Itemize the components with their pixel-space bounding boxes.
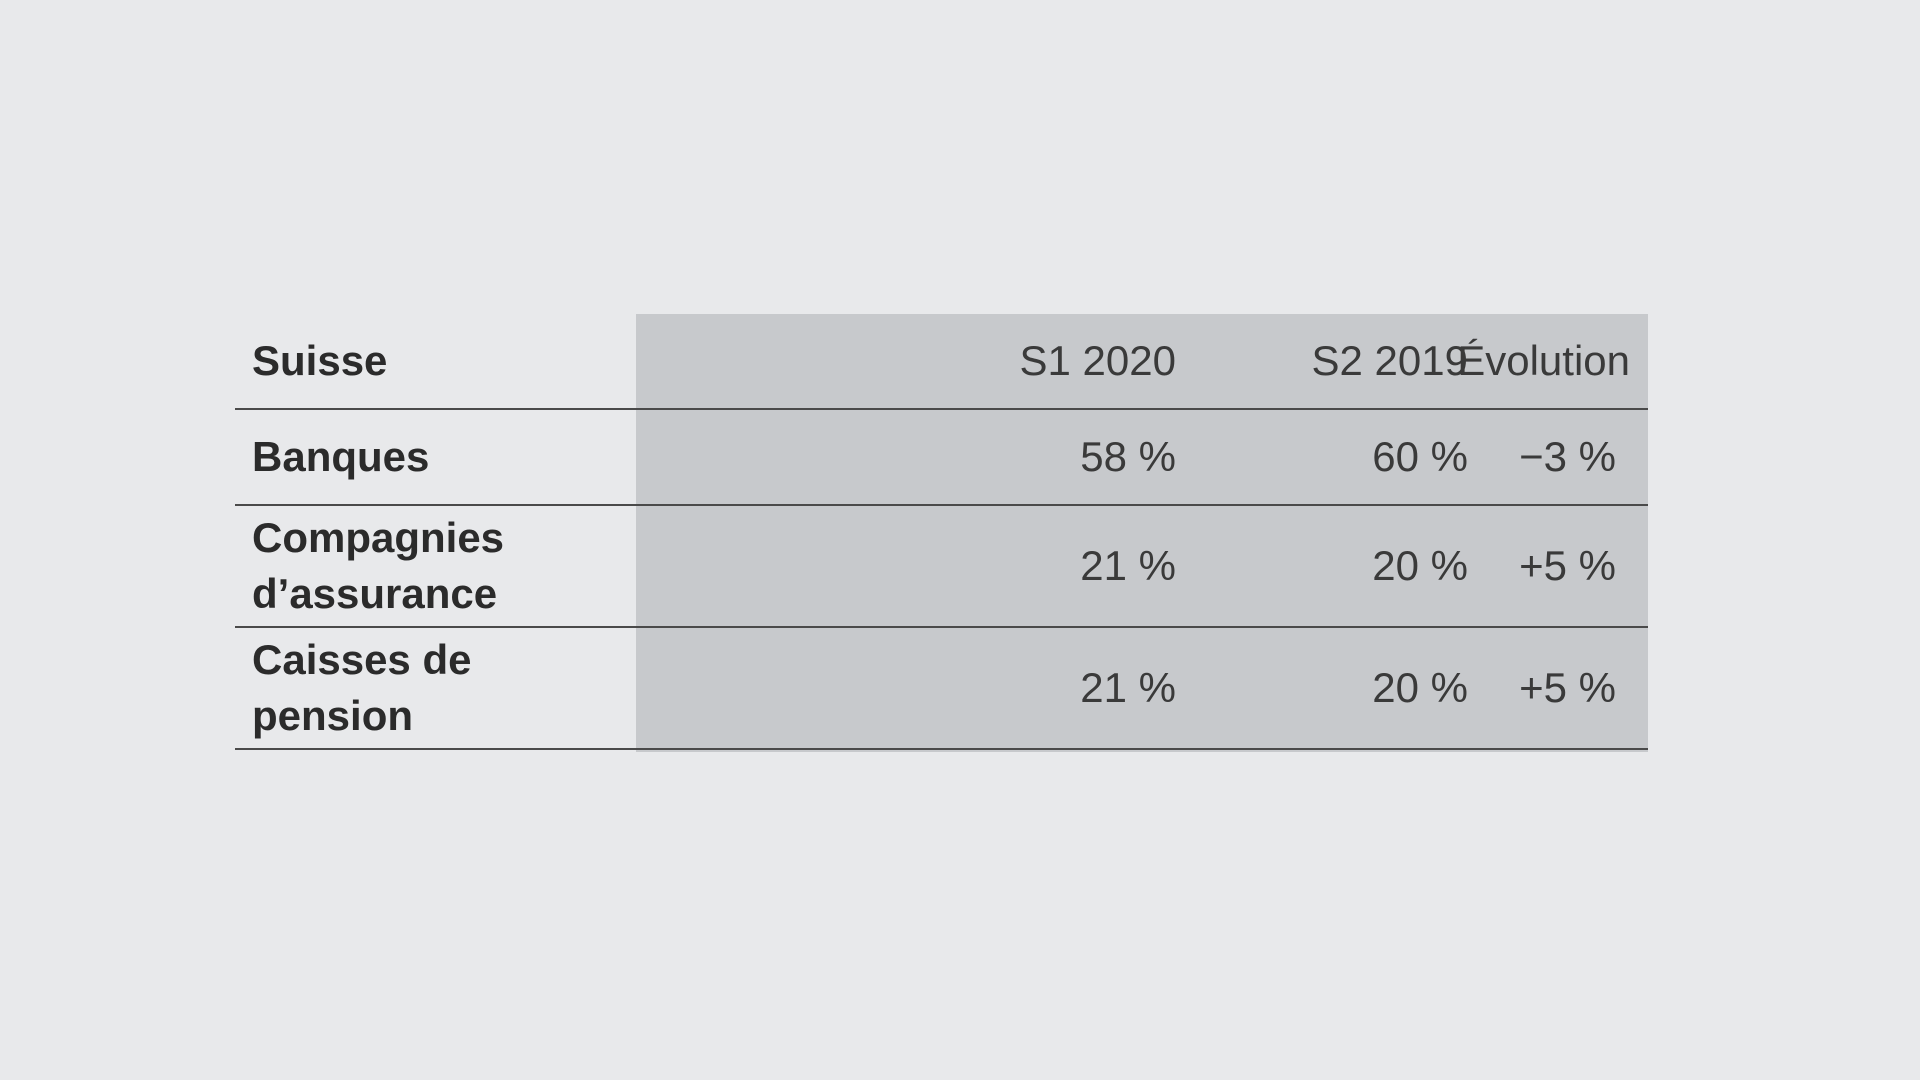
table-row: Caisses de pension 21 % 20 % +5 % bbox=[235, 628, 1648, 750]
header-col-evolution: Évolution bbox=[1457, 337, 1630, 384]
table-row: Compagnies d’assurance 21 % 20 % +5 % bbox=[235, 506, 1648, 628]
table-row: Banques 58 % 60 % −3 % bbox=[235, 410, 1648, 506]
shaded-value-columns bbox=[636, 314, 1648, 752]
row-label: Caisses de pension bbox=[252, 636, 472, 739]
cell-evolution: −3 % bbox=[1519, 433, 1616, 480]
row-label: Banques bbox=[252, 433, 430, 480]
cell-s1-2020: 58 % bbox=[1080, 433, 1176, 480]
cell-s1-2020: 21 % bbox=[1080, 664, 1176, 711]
header-col-s2-2019: S2 2019 bbox=[1311, 337, 1468, 384]
row-label: Compagnies d’assurance bbox=[252, 514, 505, 617]
table-header-row: Suisse S1 2020 S2 2019 Évolution bbox=[235, 314, 1648, 410]
cell-s2-2019: 60 % bbox=[1372, 433, 1468, 480]
header-col-s1-2020: S1 2020 bbox=[1019, 337, 1176, 384]
cell-s1-2020: 21 % bbox=[1080, 542, 1176, 589]
data-table: Suisse S1 2020 S2 2019 Évolution Banques… bbox=[235, 314, 1648, 752]
cell-evolution: +5 % bbox=[1519, 542, 1616, 589]
cell-evolution: +5 % bbox=[1519, 664, 1616, 711]
cell-s2-2019: 20 % bbox=[1372, 542, 1468, 589]
header-region-label: Suisse bbox=[252, 337, 388, 384]
cell-s2-2019: 20 % bbox=[1372, 664, 1468, 711]
